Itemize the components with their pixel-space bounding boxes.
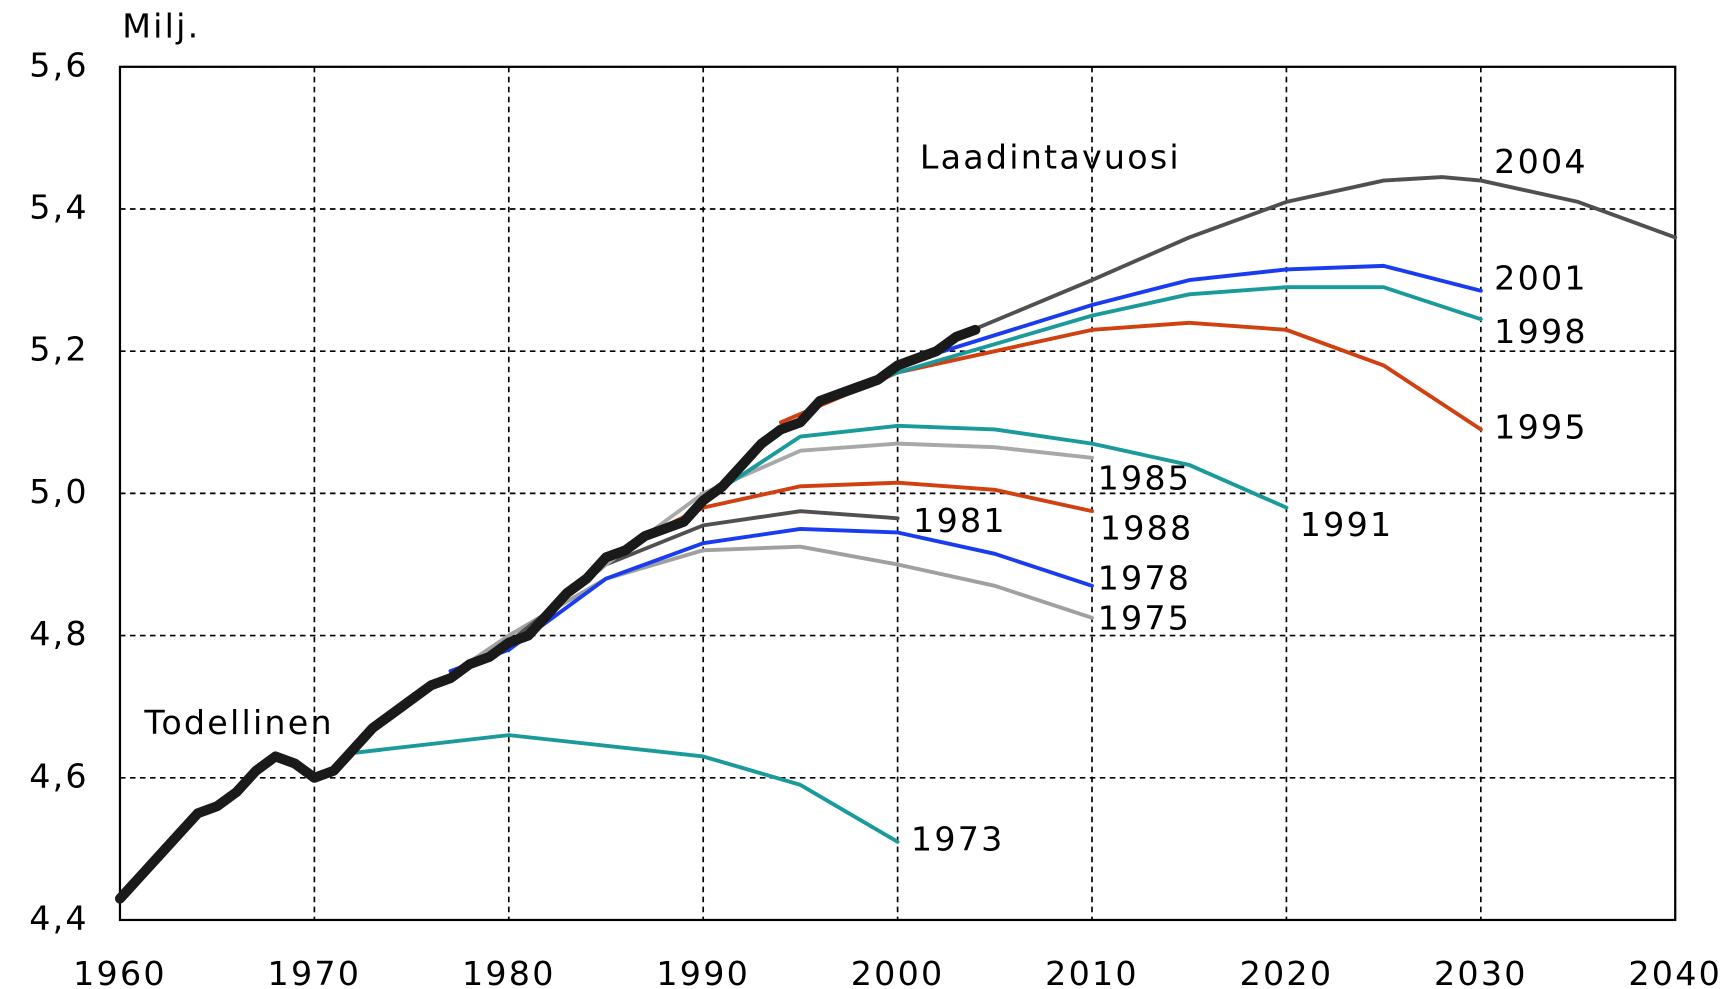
plot-frame xyxy=(118,65,1677,922)
series-label: 1998 xyxy=(1494,312,1588,351)
series-line xyxy=(448,526,1094,674)
x-tick-label: 2010 xyxy=(1045,954,1139,989)
series-line xyxy=(351,733,900,844)
y-tick-label: 5,0 xyxy=(29,472,89,511)
x-tick-label: 2020 xyxy=(1240,954,1334,989)
series-label: 1991 xyxy=(1300,505,1394,544)
y-tick-label: 5,4 xyxy=(29,187,89,226)
series-label: 1981 xyxy=(913,501,1007,540)
series-label: 1988 xyxy=(1100,509,1194,548)
series-label: 2001 xyxy=(1494,259,1588,298)
series-label: 1978 xyxy=(1098,559,1192,598)
x-tick-label: 1980 xyxy=(462,954,556,989)
y-tick-label: 4,6 xyxy=(29,756,89,795)
series-label: 1975 xyxy=(1098,599,1192,638)
x-tick-label: 2040 xyxy=(1628,954,1722,989)
series-label: 1995 xyxy=(1494,407,1588,446)
series-label: 1973 xyxy=(911,820,1005,859)
series-line xyxy=(584,441,1094,581)
x-tick-label: 2000 xyxy=(851,954,945,989)
y-tick-label: 5,2 xyxy=(29,330,89,369)
y-tick-label: 5,6 xyxy=(29,45,89,84)
x-tick-label: 2030 xyxy=(1434,954,1528,989)
y-tick-label: 4,8 xyxy=(29,614,89,653)
x-tick-label: 1960 xyxy=(73,954,167,989)
series-line xyxy=(701,423,1289,510)
y-tick-label: 4,4 xyxy=(29,898,89,937)
series-label: Todellinen xyxy=(143,703,333,742)
y-axis-label: Milj. xyxy=(122,6,200,45)
series-line xyxy=(390,544,1094,716)
series-line xyxy=(953,175,1678,339)
x-tick-label: 1970 xyxy=(268,954,362,989)
series-label: 1985 xyxy=(1098,459,1192,498)
x-tick-label: 1990 xyxy=(656,954,750,989)
series-label: 2004 xyxy=(1494,142,1588,181)
series-line xyxy=(895,263,1483,368)
annotation: Laadintavuosi xyxy=(920,138,1181,177)
series-line xyxy=(837,285,1483,396)
series-line xyxy=(114,324,981,904)
